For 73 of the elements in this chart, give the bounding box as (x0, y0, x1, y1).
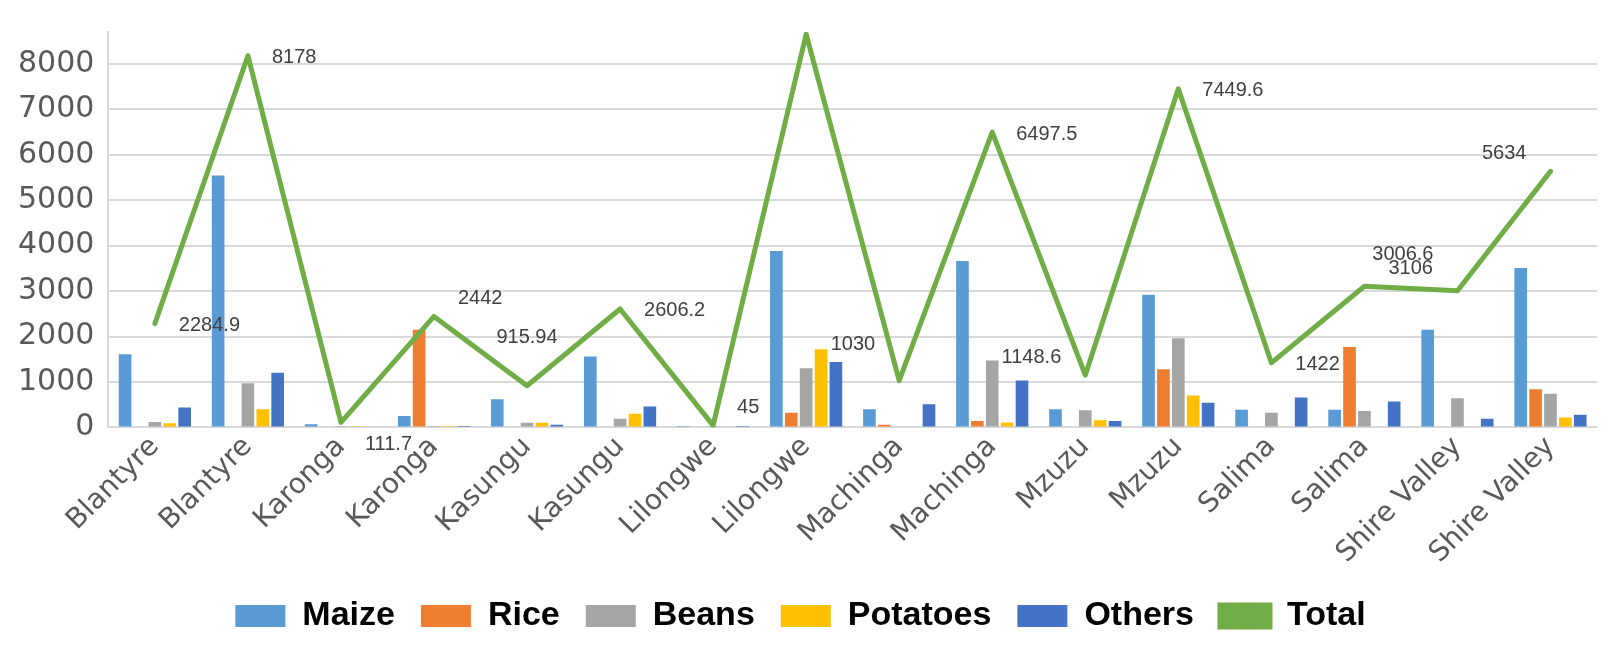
bar (1000, 422, 1014, 427)
bar (256, 409, 270, 427)
legend-label: Rice (487, 594, 560, 633)
bar (1142, 294, 1155, 427)
data-label: 2606.2 (644, 298, 706, 321)
bar (956, 261, 969, 427)
bar (922, 404, 936, 427)
bar (1049, 409, 1062, 427)
legend-label: Maize (302, 594, 395, 633)
bar (770, 251, 783, 427)
y-tick-label: 4000 (17, 225, 95, 261)
bar (985, 360, 999, 427)
bar (1093, 420, 1107, 427)
y-tick-label: 6000 (17, 134, 95, 170)
bar (1421, 329, 1434, 427)
data-label: 5634 (1481, 140, 1527, 163)
bar (1529, 389, 1542, 427)
bar (304, 424, 318, 427)
data-label: 7449.6 (1202, 78, 1264, 101)
bar (1265, 412, 1278, 427)
data-label: 45 (737, 394, 760, 417)
bar (178, 407, 191, 427)
bar (1157, 369, 1170, 427)
y-tick-label: 7000 (17, 89, 95, 125)
y-tick-label: 2000 (17, 316, 95, 352)
data-label: 1422 (1295, 352, 1340, 375)
bar (971, 421, 984, 427)
bar (1078, 410, 1092, 427)
bar (1544, 393, 1557, 427)
data-label: 1030 (830, 332, 876, 355)
legend-label: Total (1286, 594, 1366, 633)
data-label: 2442 (457, 285, 503, 308)
legend-label: Potatoes (847, 594, 992, 633)
bar (118, 354, 132, 427)
bar (1387, 401, 1401, 427)
y-tick-label: 3000 (17, 270, 95, 306)
bar (1573, 414, 1587, 427)
bar (628, 413, 642, 427)
bar (163, 423, 177, 427)
bar (1559, 417, 1572, 427)
bar (1358, 411, 1371, 427)
bar (643, 406, 657, 427)
bar (1343, 346, 1356, 427)
bar (1294, 397, 1308, 427)
y-tick-label: 5000 (17, 179, 95, 215)
bar (1201, 402, 1215, 427)
bar (1235, 409, 1248, 427)
bar (1480, 418, 1494, 427)
bar (1514, 267, 1528, 427)
y-tick-label: 0 (75, 407, 95, 443)
bar (1451, 398, 1464, 427)
data-label: 915.94 (496, 325, 558, 348)
bar (241, 383, 255, 427)
data-label: 6497.5 (1016, 121, 1078, 144)
legend-label: Others (1084, 594, 1194, 633)
bar (1328, 409, 1341, 427)
bar (397, 416, 411, 427)
y-tick-label: 1000 (17, 361, 95, 397)
bar (799, 368, 813, 427)
bar (863, 409, 876, 427)
bar (1186, 395, 1200, 427)
bar (814, 349, 828, 427)
bar (829, 361, 843, 427)
legend-label: Beans (652, 594, 755, 633)
bar (583, 356, 597, 427)
data-label: 1148.6 (1001, 344, 1062, 367)
bar (490, 399, 504, 427)
bar (784, 412, 798, 427)
bar (271, 372, 285, 427)
y-tick-label: 8000 (17, 43, 95, 79)
data-label: 8178 (271, 45, 317, 68)
bar (1171, 338, 1185, 427)
bar (1015, 380, 1029, 427)
